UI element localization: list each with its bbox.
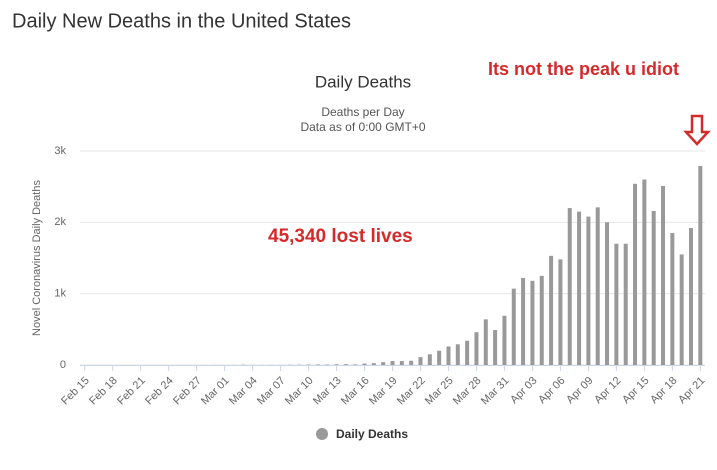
x-tick-label: Feb 21 — [115, 375, 148, 408]
bar — [446, 346, 451, 365]
arrow — [683, 114, 711, 146]
chart-subtitle: Deaths per Day — [321, 105, 404, 119]
x-tick-label: Mar 07 — [255, 375, 288, 408]
x-tick-label: Apr 06 — [536, 375, 567, 406]
legend-label: Daily Deaths — [336, 427, 408, 441]
x-tick-label: Apr 12 — [592, 375, 623, 406]
x-tick-label: Mar 13 — [311, 375, 344, 408]
bar — [605, 222, 610, 365]
x-tick-label: Mar 28 — [451, 375, 484, 408]
chart-title: Daily Deaths — [315, 72, 411, 91]
bar — [679, 254, 684, 365]
bar — [586, 216, 591, 365]
bar — [521, 277, 526, 365]
bar — [315, 364, 320, 365]
bar — [381, 362, 386, 365]
bar — [577, 211, 582, 365]
bar — [633, 183, 638, 365]
bar — [483, 319, 488, 365]
x-tick-label: Apr 21 — [676, 375, 707, 406]
bar — [549, 255, 554, 365]
bar — [493, 330, 498, 365]
bar — [455, 344, 460, 365]
x-tick-label: Apr 09 — [564, 375, 595, 406]
x-tick-label: Mar 25 — [423, 375, 456, 408]
x-tick-label: Mar 31 — [479, 375, 512, 408]
bar — [614, 243, 619, 365]
bar — [670, 233, 675, 365]
y-tick-label: 0 — [60, 359, 66, 371]
bar — [362, 363, 367, 365]
bar — [353, 364, 358, 365]
bar — [539, 275, 544, 365]
x-tick-label: Feb 24 — [143, 375, 176, 408]
bar — [558, 259, 563, 365]
bar — [418, 357, 423, 365]
bar — [642, 179, 647, 365]
x-tick-label: Feb 27 — [171, 375, 204, 408]
bar — [567, 208, 572, 365]
bar — [511, 288, 516, 365]
bar — [437, 350, 442, 365]
legend-marker — [316, 428, 328, 440]
bar — [623, 243, 628, 365]
bar — [530, 280, 535, 365]
annotation: 45,340 lost lives — [268, 226, 413, 247]
page-title: Daily New Deaths in the United States — [12, 10, 351, 32]
x-tick-label: Mar 16 — [339, 375, 372, 408]
bar — [399, 361, 404, 365]
x-tick-label: Apr 03 — [508, 375, 539, 406]
x-tick-label: Mar 22 — [395, 375, 428, 408]
bar — [334, 364, 339, 365]
x-tick-label: Apr 18 — [648, 375, 679, 406]
x-tick-label: Mar 01 — [199, 375, 232, 408]
bar — [502, 315, 507, 365]
bar — [661, 185, 666, 365]
annotation: Its not the peak u idiot — [488, 59, 679, 79]
bar — [689, 228, 694, 365]
chart-subtitle: Data as of 0:00 GMT+0 — [300, 120, 425, 134]
bar — [651, 210, 656, 365]
bar — [343, 364, 348, 365]
y-tick-label: 1k — [54, 288, 66, 300]
y-tick-label: 2k — [54, 216, 66, 228]
bar — [390, 361, 395, 365]
bar — [427, 354, 432, 365]
x-tick-label: Mar 10 — [283, 375, 316, 408]
bar — [474, 332, 479, 365]
bar — [465, 340, 470, 365]
bar — [595, 207, 600, 365]
y-tick-label: 3k — [54, 145, 66, 157]
x-tick-label: Mar 19 — [367, 375, 400, 408]
x-tick-label: Feb 18 — [87, 375, 120, 408]
x-tick-label: Feb 15 — [59, 375, 92, 408]
bar — [371, 363, 376, 365]
bar — [698, 165, 703, 365]
y-axis-label: Novel Coronavirus Daily Deaths — [31, 180, 43, 336]
bar — [409, 360, 414, 365]
x-tick-label: Mar 04 — [227, 375, 260, 408]
x-tick-label: Apr 15 — [620, 375, 651, 406]
